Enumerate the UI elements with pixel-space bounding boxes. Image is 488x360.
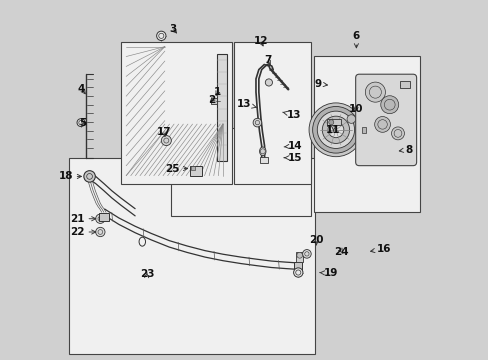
Ellipse shape <box>259 147 265 156</box>
Circle shape <box>156 31 165 41</box>
Bar <box>233 42 310 184</box>
Text: 10: 10 <box>348 104 362 114</box>
Circle shape <box>346 115 355 123</box>
Text: 24: 24 <box>334 247 348 257</box>
Text: 11: 11 <box>325 125 340 135</box>
Text: 25: 25 <box>165 163 187 174</box>
Circle shape <box>322 116 349 143</box>
Bar <box>171 128 310 216</box>
Circle shape <box>265 79 272 86</box>
Bar <box>296 252 303 262</box>
Text: 8: 8 <box>399 144 411 154</box>
Text: 21: 21 <box>70 214 96 224</box>
Circle shape <box>296 252 302 258</box>
Bar <box>259 157 267 163</box>
Bar <box>99 213 109 221</box>
Text: 23: 23 <box>140 269 154 279</box>
Text: 1: 1 <box>214 87 221 97</box>
Circle shape <box>302 249 310 258</box>
Circle shape <box>312 107 359 153</box>
Bar <box>210 98 217 104</box>
Bar <box>190 166 195 170</box>
Bar <box>190 166 202 176</box>
Bar <box>362 127 366 133</box>
Text: 20: 20 <box>308 235 323 245</box>
Circle shape <box>327 122 343 138</box>
Text: 12: 12 <box>253 36 267 46</box>
Circle shape <box>77 119 85 127</box>
Text: 19: 19 <box>319 268 338 278</box>
Text: 6: 6 <box>352 31 359 48</box>
Bar <box>400 81 409 88</box>
Circle shape <box>253 118 261 127</box>
Text: 9: 9 <box>314 79 327 89</box>
Text: 18: 18 <box>59 171 81 181</box>
Circle shape <box>96 227 105 237</box>
Circle shape <box>308 103 362 157</box>
FancyBboxPatch shape <box>355 74 416 166</box>
Bar <box>121 42 231 184</box>
Bar <box>69 158 314 354</box>
Text: 2: 2 <box>207 95 215 105</box>
Circle shape <box>380 96 398 114</box>
Circle shape <box>317 111 354 148</box>
Text: 3: 3 <box>169 24 176 34</box>
Circle shape <box>96 214 105 224</box>
Text: 22: 22 <box>70 227 96 237</box>
Text: 17: 17 <box>156 127 171 136</box>
Bar <box>314 56 419 212</box>
Bar <box>326 119 341 126</box>
Text: 4: 4 <box>78 84 85 94</box>
Bar <box>216 54 227 161</box>
Text: 16: 16 <box>370 244 391 254</box>
Circle shape <box>391 127 404 140</box>
Circle shape <box>328 120 333 125</box>
Bar <box>293 262 301 272</box>
Circle shape <box>161 135 171 145</box>
Text: 13: 13 <box>237 99 256 109</box>
Circle shape <box>293 268 303 277</box>
Text: 5: 5 <box>79 118 86 128</box>
Text: 15: 15 <box>284 153 302 163</box>
Text: 13: 13 <box>282 110 301 120</box>
Circle shape <box>83 171 95 182</box>
Circle shape <box>374 117 389 132</box>
Circle shape <box>365 82 385 102</box>
Text: 14: 14 <box>284 141 302 151</box>
Text: 7: 7 <box>264 55 271 65</box>
